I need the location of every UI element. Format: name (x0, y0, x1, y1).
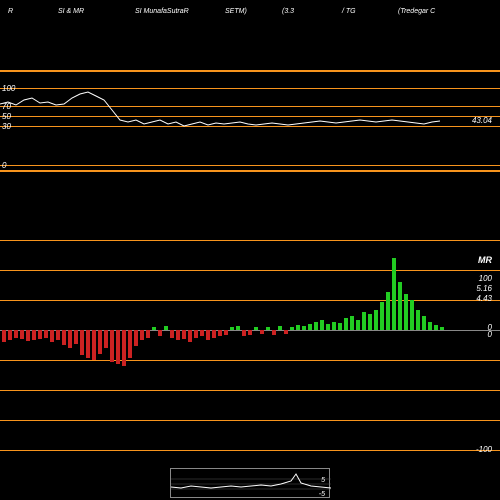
header-label: SI MunafaSutraR (135, 8, 189, 15)
header-label: / TG (342, 8, 356, 15)
chart-header: R SI & MR SI MunafaSutraR SETM) (3.3 / TG (Tre… (0, 0, 500, 16)
header-label: (3.3 (282, 8, 294, 15)
current-value-label: 43.04 (472, 116, 492, 125)
top-rsi-chart: 100705030043.04 (0, 70, 500, 180)
header-label: (Tredegar C (398, 8, 435, 15)
axis-label: -100 (476, 445, 492, 454)
header-label: SI & MR (58, 8, 84, 15)
mini-axis-label: 5 (321, 477, 325, 484)
bottom-mr-chart: MR1005.164.4300-100 (0, 230, 500, 470)
mini-overview-chart: 5 -5 (170, 468, 330, 498)
header-label: R (8, 8, 13, 15)
axis-label: 4.43 (476, 294, 492, 303)
axis-label: 5.16 (476, 284, 492, 293)
axis-label: 0 (488, 330, 492, 339)
axis-label: 100 (479, 274, 492, 283)
mini-axis-label: -5 (319, 491, 325, 498)
header-label: SETM) (225, 8, 247, 15)
axis-label: MR (478, 255, 492, 265)
